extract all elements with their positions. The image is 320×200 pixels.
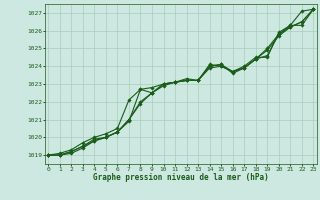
X-axis label: Graphe pression niveau de la mer (hPa): Graphe pression niveau de la mer (hPa) [93, 173, 269, 182]
